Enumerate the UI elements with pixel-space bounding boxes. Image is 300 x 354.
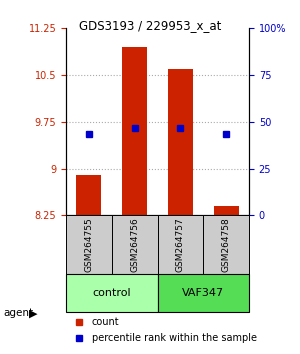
FancyBboxPatch shape xyxy=(203,215,249,274)
Text: GSM264758: GSM264758 xyxy=(222,217,231,272)
Text: GSM264757: GSM264757 xyxy=(176,217,185,272)
Text: percentile rank within the sample: percentile rank within the sample xyxy=(92,333,256,343)
Text: agent: agent xyxy=(3,308,33,318)
Text: control: control xyxy=(92,288,131,298)
FancyBboxPatch shape xyxy=(112,215,158,274)
Text: GSM264755: GSM264755 xyxy=(84,217,93,272)
FancyBboxPatch shape xyxy=(66,274,158,312)
Text: count: count xyxy=(92,317,119,327)
FancyBboxPatch shape xyxy=(66,215,112,274)
FancyBboxPatch shape xyxy=(158,274,249,312)
Text: ▶: ▶ xyxy=(28,308,37,318)
Text: GSM264756: GSM264756 xyxy=(130,217,139,272)
FancyBboxPatch shape xyxy=(158,215,203,274)
Bar xyxy=(76,175,101,215)
Text: GDS3193 / 229953_x_at: GDS3193 / 229953_x_at xyxy=(79,19,221,33)
Bar xyxy=(168,69,193,215)
Bar xyxy=(214,206,239,215)
Text: VAF347: VAF347 xyxy=(182,288,224,298)
Bar xyxy=(122,47,147,215)
